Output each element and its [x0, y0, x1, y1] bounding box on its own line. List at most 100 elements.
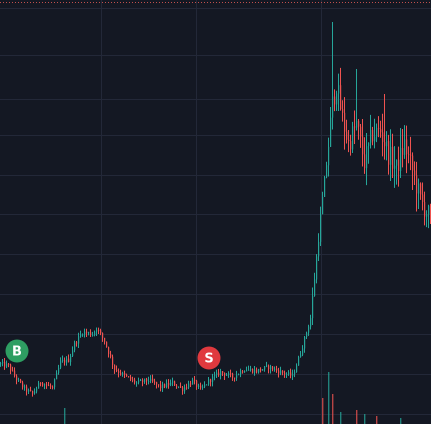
candle-body [300, 354, 302, 358]
candle-body [10, 364, 12, 371]
candle-body [358, 121, 360, 127]
candle-body [104, 337, 106, 342]
candle-body [268, 365, 270, 370]
candle-body [178, 386, 180, 388]
candle-body [370, 130, 372, 143]
candle-body [272, 366, 274, 370]
candle-body [206, 384, 208, 386]
sell-marker[interactable]: S [197, 346, 221, 370]
candle-body [112, 356, 114, 365]
candle-body [248, 369, 250, 371]
candle-body [372, 130, 374, 142]
candle-body [290, 372, 292, 376]
candle-body [144, 378, 146, 382]
candle-body [240, 371, 242, 375]
candle-body [280, 370, 282, 374]
candle-body [216, 372, 218, 376]
candle-body [386, 141, 388, 147]
candle-body [188, 383, 190, 388]
candle-body [306, 332, 308, 338]
candle-body [356, 121, 358, 128]
candle-body [30, 389, 32, 392]
candle-body [82, 334, 84, 336]
candle-body [382, 132, 384, 143]
candle-body [326, 165, 328, 178]
candle-body [198, 385, 200, 387]
candle-body [84, 331, 86, 335]
candle-body [348, 139, 350, 142]
candle-body [72, 350, 74, 356]
volume-bar [364, 414, 366, 424]
volume-bar [64, 408, 66, 424]
candle-body [126, 374, 128, 377]
candle-body [234, 377, 236, 379]
candle-body [418, 183, 420, 194]
candle-body [48, 385, 50, 387]
candle-body [294, 372, 296, 374]
candle-body [58, 367, 60, 373]
sell-marker-label: S [204, 352, 213, 367]
candle-body [44, 384, 46, 386]
candle-body [374, 136, 376, 142]
candle-body [308, 326, 310, 333]
volume-bars [64, 372, 402, 424]
candle-body [120, 373, 122, 375]
candle-body [204, 384, 206, 387]
candle-body [428, 205, 430, 215]
candle-body [394, 165, 396, 169]
candle-body [40, 382, 42, 384]
candle-body [4, 362, 6, 367]
candle-body [74, 342, 76, 351]
volume-bar [328, 372, 330, 424]
candle-body [368, 142, 370, 147]
candle-body [258, 368, 260, 373]
candle-body [18, 379, 20, 381]
candle-body [14, 370, 16, 376]
candle-body [402, 148, 404, 155]
candle-body [214, 375, 216, 377]
candle-body [52, 386, 54, 388]
candle-body [392, 146, 394, 169]
candle-body [252, 368, 254, 373]
candle-body [208, 379, 210, 385]
candle-body [76, 342, 78, 344]
candle-body [336, 93, 338, 105]
candle-body [154, 381, 156, 383]
candle-body [24, 386, 26, 388]
candle-body [320, 214, 322, 242]
candle-body [410, 154, 412, 156]
candle-body [266, 365, 268, 367]
candle-body [362, 136, 364, 155]
candle-body [380, 128, 382, 133]
candle-body [124, 373, 126, 375]
buy-marker[interactable]: B [5, 339, 29, 363]
candle-body [116, 369, 118, 372]
candle-body [194, 379, 196, 381]
sell-marker-badge [197, 346, 221, 370]
candle-body [118, 371, 120, 374]
candle-body [412, 155, 414, 171]
candle-body [390, 146, 392, 165]
candle-body [378, 127, 380, 129]
candle-body [332, 96, 334, 118]
candle-body [42, 383, 44, 386]
candle-body [92, 334, 94, 336]
candle-body [46, 384, 48, 386]
candle-body [384, 142, 386, 147]
candle-body [244, 371, 246, 373]
candle-body [192, 379, 194, 385]
candle-body [288, 372, 290, 375]
candle-body [86, 331, 88, 333]
candle-body [108, 347, 110, 355]
candle-body [146, 378, 148, 382]
candle-body [350, 141, 352, 150]
candle-body [32, 391, 34, 394]
candle-body [314, 279, 316, 296]
candle-body [316, 256, 318, 280]
candle-body [284, 372, 286, 375]
volume-bar [340, 412, 342, 424]
buy-marker-badge [5, 339, 29, 363]
candle-body [68, 358, 70, 363]
